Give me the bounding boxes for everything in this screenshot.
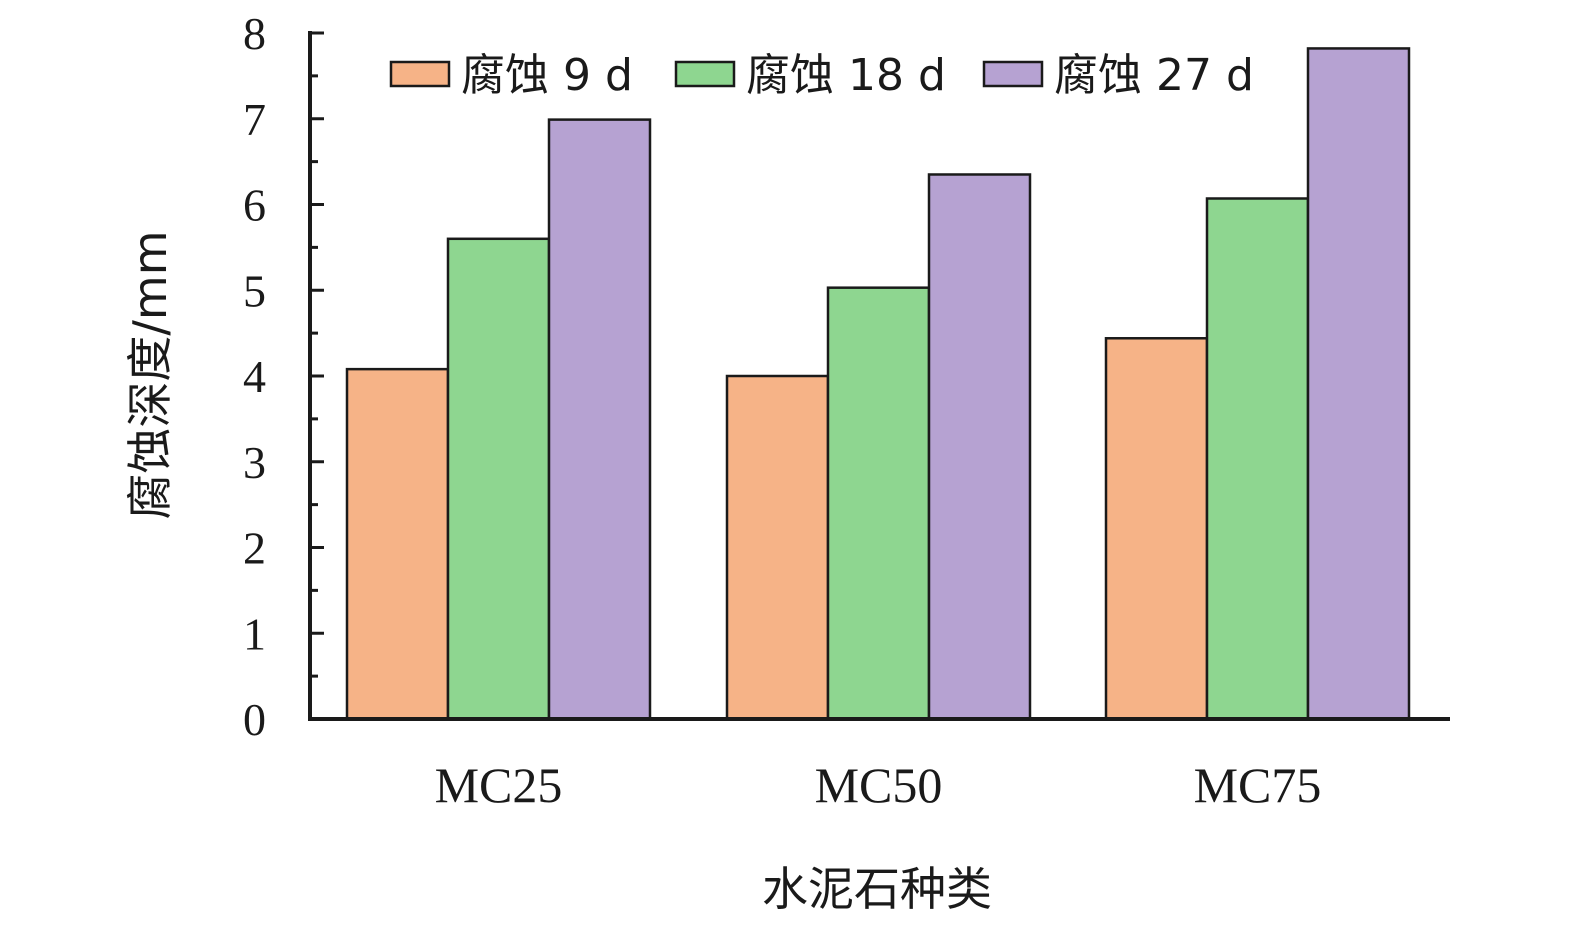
y-tick-label: 3 (243, 437, 266, 488)
bar-mc75-series-2 (1205, 197, 1310, 721)
legend-label: 腐蚀 27 d (1054, 50, 1254, 101)
y-axis-title: 腐蚀深度/mm (123, 230, 177, 519)
legend-swatch (674, 60, 736, 88)
legend-label: 腐蚀 18 d (746, 50, 946, 101)
x-category-labels: MC25 MC50 MC75 (435, 757, 1322, 813)
y-tick-label: 0 (243, 694, 266, 745)
x-category-label: MC25 (435, 757, 563, 813)
legend-label: 腐蚀 9 d (461, 50, 633, 101)
bar-mc75-series-1 (1104, 337, 1209, 721)
bar-mc25-series-3 (547, 118, 652, 721)
legend-swatch (982, 60, 1044, 88)
y-tick-label: 2 (243, 523, 266, 574)
bar-mc25-series-2 (446, 237, 551, 721)
legend: 腐蚀 9 d 腐蚀 18 d 腐蚀 27 d (389, 50, 1254, 101)
y-ticks-layer: 0 1 2 3 4 5 6 7 8 (243, 8, 324, 745)
y-tick-label: 4 (243, 351, 266, 402)
bar-mc75-series-3 (1306, 47, 1411, 721)
bar-mc50-series-1 (725, 374, 830, 721)
y-tick-label: 8 (243, 8, 266, 59)
bar-mc50-series-3 (927, 173, 1032, 721)
y-tick-label: 5 (243, 265, 266, 316)
bar-mc50-series-2 (826, 286, 931, 721)
y-tick-label: 1 (243, 608, 266, 659)
y-tick-label: 6 (243, 180, 266, 231)
x-axis-title: 水泥石种类 (762, 862, 992, 916)
x-category-label: MC50 (815, 757, 943, 813)
bar-mc25-series-1 (345, 367, 450, 721)
bars-layer (345, 47, 1411, 721)
y-tick-label: 7 (243, 94, 266, 145)
x-category-label: MC75 (1194, 757, 1322, 813)
legend-swatch (389, 60, 451, 88)
